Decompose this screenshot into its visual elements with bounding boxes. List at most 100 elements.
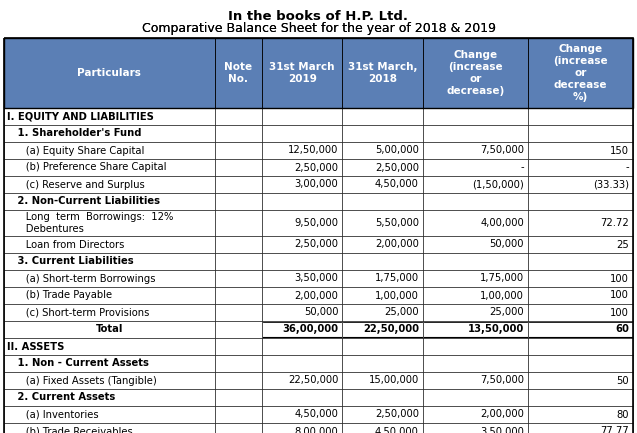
Bar [262, 253, 343, 270]
Bar [215, 338, 262, 355]
Bar [262, 193, 343, 210]
Bar [343, 210, 423, 236]
Bar [423, 372, 528, 389]
Bar [262, 423, 343, 433]
Text: Change
(increase
or
decrease
%): Change (increase or decrease %) [553, 44, 608, 102]
Bar [215, 210, 262, 236]
Bar [528, 338, 633, 355]
Text: 72.72: 72.72 [600, 218, 629, 228]
Bar [4, 142, 215, 159]
Bar [262, 236, 343, 253]
Text: 2,50,000: 2,50,000 [294, 239, 338, 249]
Text: 2,50,000: 2,50,000 [375, 410, 419, 420]
Bar [4, 108, 215, 125]
Bar [423, 321, 528, 338]
Text: 25,000: 25,000 [489, 307, 524, 317]
Text: 1. Shareholder's Fund: 1. Shareholder's Fund [7, 129, 141, 139]
Text: (1,50,000): (1,50,000) [472, 180, 524, 190]
Bar [528, 321, 633, 338]
Bar [528, 304, 633, 321]
Bar [423, 406, 528, 423]
Text: 1,75,000: 1,75,000 [480, 274, 524, 284]
Text: 80: 80 [617, 410, 629, 420]
Text: 31st March
2019: 31st March 2019 [269, 62, 335, 84]
Bar [4, 304, 215, 321]
Bar [262, 125, 343, 142]
Text: 2,00,000: 2,00,000 [375, 239, 419, 249]
Bar [215, 125, 262, 142]
Bar [4, 406, 215, 423]
Text: 25: 25 [616, 239, 629, 249]
Text: 4,50,000: 4,50,000 [375, 427, 419, 433]
Bar [528, 270, 633, 287]
Bar [423, 38, 528, 108]
Text: Loan from Directors: Loan from Directors [7, 239, 124, 249]
Text: 15,00,000: 15,00,000 [369, 375, 419, 385]
Bar [215, 108, 262, 125]
Bar [4, 193, 215, 210]
Bar [4, 355, 215, 372]
Text: -: - [520, 162, 524, 172]
Bar [4, 287, 215, 304]
Text: 100: 100 [610, 291, 629, 301]
Text: I. EQUITY AND LIABILITIES: I. EQUITY AND LIABILITIES [7, 112, 154, 122]
Text: Change
(increase
or
decrease): Change (increase or decrease) [447, 50, 505, 96]
Bar [4, 321, 215, 338]
Text: 2,00,000: 2,00,000 [294, 291, 338, 301]
Bar [343, 125, 423, 142]
Bar [262, 210, 343, 236]
Bar [343, 355, 423, 372]
Text: (b) Preference Share Capital: (b) Preference Share Capital [7, 162, 166, 172]
Bar [423, 423, 528, 433]
Bar [262, 176, 343, 193]
Text: 25,000: 25,000 [384, 307, 419, 317]
Text: 5,00,000: 5,00,000 [375, 145, 419, 155]
Bar [343, 423, 423, 433]
Text: 31st March,
2018: 31st March, 2018 [348, 62, 417, 84]
Text: 50,000: 50,000 [489, 239, 524, 249]
Bar [215, 38, 262, 108]
Bar [343, 236, 423, 253]
Bar [4, 253, 215, 270]
Bar [528, 38, 633, 108]
Bar [215, 253, 262, 270]
Bar [343, 321, 423, 338]
Text: 5,50,000: 5,50,000 [375, 218, 419, 228]
Text: Long  term  Borrowings:  12%
      Debentures: Long term Borrowings: 12% Debentures [7, 212, 173, 234]
Bar [215, 304, 262, 321]
Text: 60: 60 [615, 324, 629, 335]
Text: 4,00,000: 4,00,000 [480, 218, 524, 228]
Bar [423, 253, 528, 270]
Bar [528, 372, 633, 389]
Text: 7,50,000: 7,50,000 [480, 145, 524, 155]
Bar [423, 193, 528, 210]
Text: (c) Reserve and Surplus: (c) Reserve and Surplus [7, 180, 145, 190]
Bar [528, 355, 633, 372]
Bar [4, 389, 215, 406]
Bar [215, 372, 262, 389]
Bar [343, 159, 423, 176]
Text: Comparative Balance Sheet for the year of 2018 & 2019: Comparative Balance Sheet for the year o… [141, 22, 496, 35]
Text: 22,50,000: 22,50,000 [363, 324, 419, 335]
Bar [343, 304, 423, 321]
Text: 36,00,000: 36,00,000 [282, 324, 338, 335]
Text: (a) Fixed Assets (Tangible): (a) Fixed Assets (Tangible) [7, 375, 157, 385]
Bar [343, 142, 423, 159]
Text: 4,50,000: 4,50,000 [294, 410, 338, 420]
Bar [262, 159, 343, 176]
Bar [528, 193, 633, 210]
Bar [343, 338, 423, 355]
Text: 100: 100 [610, 274, 629, 284]
Text: 7,50,000: 7,50,000 [480, 375, 524, 385]
Bar [262, 287, 343, 304]
Bar [4, 38, 215, 108]
Text: In the books of H.P. Ltd.: In the books of H.P. Ltd. [229, 10, 408, 23]
Text: 3,00,000: 3,00,000 [295, 180, 338, 190]
Bar [4, 338, 215, 355]
Text: Comparative Balance Sheet for the year of 2018 & 2019: Comparative Balance Sheet for the year o… [141, 22, 496, 35]
Bar [528, 176, 633, 193]
Bar [343, 406, 423, 423]
Text: 50: 50 [617, 375, 629, 385]
Text: -: - [626, 162, 629, 172]
Bar [528, 142, 633, 159]
